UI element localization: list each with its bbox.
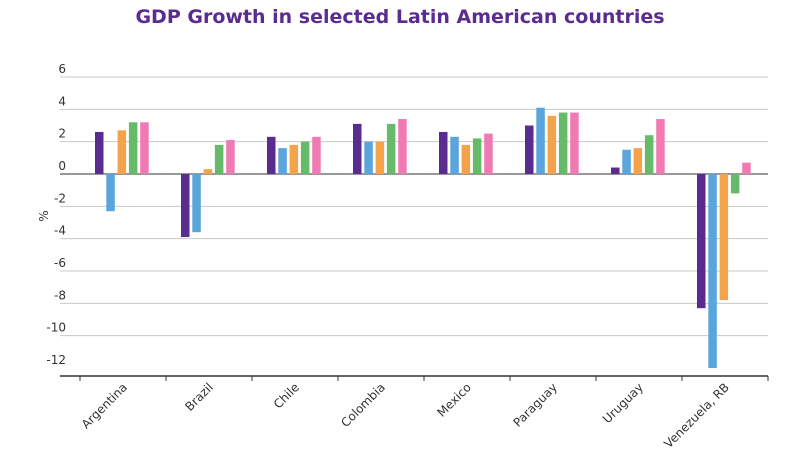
x-axis [60,375,769,381]
x-axis-categories: Argentina Brazil Chile Colombia Mexico Paragu… [79,380,732,450]
y-tick-label: 2 [58,127,66,141]
bar [644,135,654,174]
bar [364,141,373,174]
y-axis-ticks: 6 4 2 0 -2 -4 -6 -8 -10 -12 [46,62,66,367]
bar [461,144,471,174]
bar [95,131,104,174]
x-category-label: Paraguay [510,380,560,430]
bar [181,174,190,238]
bar [536,107,545,174]
bar [278,148,287,174]
bar [386,123,396,174]
x-category-label: Uruguay [600,380,646,426]
bar [439,131,448,174]
bar [558,112,568,174]
bar [267,136,276,174]
y-tick-label: -12 [46,353,66,367]
bar [226,140,235,174]
bar [719,174,729,301]
y-tick-label: -10 [46,321,66,335]
bar [570,112,579,174]
bar [312,136,321,174]
x-category-label: Colombia [338,380,388,430]
y-tick-label: -2 [54,191,66,205]
bar [106,174,115,212]
bar [622,149,631,174]
x-category-label: Chile [271,380,302,411]
bar [353,123,362,174]
y-tick-label: 6 [58,62,66,76]
bar [708,174,717,368]
y-tick-label: -8 [54,288,66,302]
bar [117,130,127,174]
bar [730,174,740,194]
bar [633,148,643,174]
x-category-label: Mexico [434,380,474,420]
bar [203,169,213,174]
bar [214,144,224,174]
bar [300,141,310,174]
bar [140,122,149,174]
bar [656,119,665,174]
bar [697,174,706,309]
x-category-label: Venezuela, RB [661,380,732,450]
x-category-label: Brazil [182,380,216,414]
y-tick-label: 0 [58,159,66,173]
bar [742,162,751,174]
y-tick-label: 4 [58,94,66,108]
bar [375,141,385,174]
bar [289,144,299,174]
bar [525,125,534,174]
bar [472,138,482,174]
chart-title: GDP Growth in selected Latin American co… [135,6,665,28]
bar [128,122,138,174]
bar [192,174,201,233]
gridlines [60,76,768,337]
bar [484,133,493,174]
bar [450,136,459,174]
bars [95,107,751,368]
y-axis-label: % [37,210,51,221]
bar [611,167,620,174]
y-tick-label: -4 [54,224,66,238]
x-category-label: Argentina [79,380,130,431]
bar [547,115,557,174]
y-tick-label: -6 [54,256,66,270]
bar [398,119,407,174]
